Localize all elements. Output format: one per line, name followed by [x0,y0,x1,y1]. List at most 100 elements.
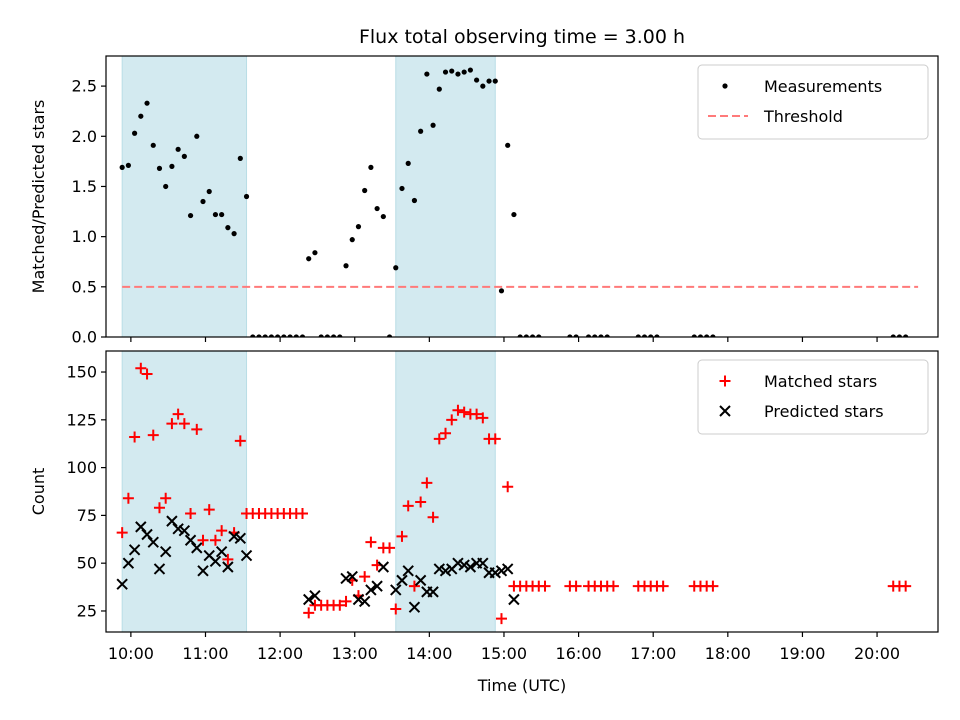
x-axis-label: Time (UTC) [477,676,566,695]
matched-star-marker [421,477,433,489]
predicted-star-marker [402,565,414,577]
measurement-point [573,334,579,337]
measurement-point [163,183,169,190]
predicted-star-marker [508,593,520,606]
matched-star-marker [296,507,308,519]
predicted-star-marker [452,557,464,569]
measurement-point [430,122,436,128]
matched-star-marker [607,580,619,592]
predicted-star-marker [427,586,439,598]
x-tick-label: 20:00 [854,644,900,663]
measurement-point [175,146,181,152]
measurement-point [243,193,250,200]
measurement-point [150,142,156,148]
measurement-point [442,69,449,75]
matched-star-marker [185,507,197,519]
predicted-star-marker [414,574,427,587]
measurement-point [604,334,610,337]
matched-star-marker [489,433,501,445]
plot-area [119,67,919,337]
matched-star-marker [390,603,402,615]
predicted-star-marker [477,557,489,569]
measurement-point [194,133,200,139]
measurement-point [256,334,262,337]
shaded-interval [121,55,248,338]
predicted-star-marker [464,561,477,573]
predicted-star-marker [141,528,153,541]
measurement-point [125,162,131,168]
y-tick-label: 2.0 [72,127,97,146]
matched-star-marker [209,534,221,546]
y-axis-label: Matched/Predicted stars [29,100,48,294]
measurement-point [461,69,467,75]
measurement-point [523,334,529,337]
predicted-star-marker [172,523,184,535]
measurement-point [648,334,654,337]
matched-star-marker [303,607,315,619]
measurement-point [529,334,536,337]
matched-star-marker [216,525,228,537]
measurement-point [318,334,324,337]
matched-star-marker [477,412,489,424]
matched-star-marker [172,408,184,420]
measurement-point [200,198,206,205]
measurement-point [343,263,349,269]
predicted-star-marker [377,561,390,573]
measurement-point [449,68,455,74]
measurement-point [498,288,505,294]
measurement-point [704,334,710,337]
predicted-star-marker [340,572,352,585]
predicted-star-marker [234,532,247,545]
measurement-point [293,334,299,337]
chart-title: Flux total observing time = 3.00 h [359,26,685,48]
measurement-point [306,256,312,262]
predicted-star-marker [222,561,234,573]
y-tick-label: 1.0 [72,227,97,246]
measurement-point [144,100,150,106]
panel-2: 25 50 75 100 125 150 10:00 11:00 12:00 13:00 14:00… [29,350,939,695]
measurement-point [138,113,144,119]
measurement-point [231,231,237,237]
predicted-star-marker [228,530,240,543]
measurement-point [386,334,393,337]
measurement-point [424,71,430,77]
matched-star-marker [384,542,396,554]
x-tick-label: 13:00 [332,644,378,663]
matched-star-marker [122,492,134,504]
matched-star-marker [427,511,439,523]
matched-star-marker [365,536,377,548]
predicted-star-marker [240,549,253,562]
matched-star-marker [570,580,582,592]
measurement-point [492,78,498,84]
y-tick-label: 50 [77,554,97,573]
matched-star-marker [402,500,414,512]
matched-star-marker [707,580,719,592]
matched-star-marker [153,502,165,514]
measurement-point [641,334,648,337]
x-tick-label: 11:00 [182,644,228,663]
matched-star-marker [471,408,483,420]
matched-star-marker [415,496,427,508]
predicted-star-marker [390,584,402,596]
predicted-star-marker [191,542,203,554]
plot-area [116,362,912,625]
y-tick-label: 1.5 [72,177,97,196]
legend-matched-swatch [719,375,731,387]
matched-star-marker [147,429,159,441]
predicted-star-marker [352,593,365,606]
matched-star-marker [340,595,352,607]
predicted-star-marker [303,593,315,606]
legend-box [697,359,929,435]
y-tick-label: 150 [66,363,97,382]
matched-star-marker [539,580,551,592]
measurement-point [890,334,896,337]
measurement-point [312,250,318,256]
measurement-point [418,128,424,134]
measurement-point [181,153,187,159]
predicted-star-marker [458,559,470,571]
matched-star-marker [495,613,507,625]
measurement-point [299,334,306,337]
measurement-point [455,71,461,77]
measurement-point [380,213,386,220]
y-tick-label: 75 [77,506,97,525]
